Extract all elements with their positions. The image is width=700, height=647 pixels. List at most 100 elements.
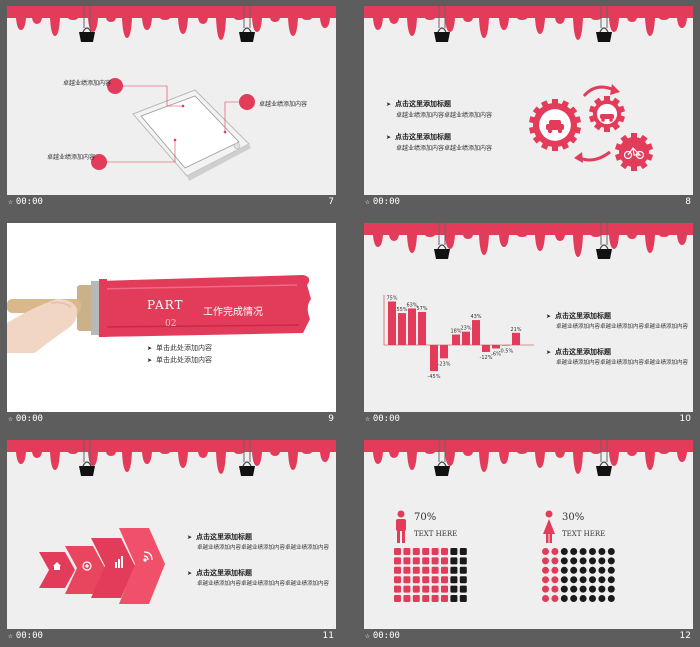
grid-dot	[579, 548, 587, 555]
bar-data-label: -12%	[480, 355, 493, 361]
brush-stroke	[7, 275, 311, 353]
grid-dot	[560, 585, 568, 593]
slide-timing: ☆ 00:00	[365, 414, 400, 424]
grid-dot	[598, 548, 606, 555]
grid-square	[459, 595, 467, 602]
grid-square	[403, 566, 411, 574]
bullet-arrow-icon: ➤	[187, 570, 193, 577]
slide-thumb-10[interactable]: 75% 55% 63% 57% -45% -23% 18% 23% 43% -12% -6% -0.5…	[357, 217, 697, 425]
grid-dot	[542, 576, 549, 584]
grid-square	[394, 548, 401, 555]
grid-dot	[607, 585, 615, 593]
grid-square	[450, 576, 458, 584]
slide-timing: ☆ 00:00	[8, 197, 43, 207]
car-icon	[546, 120, 564, 134]
grid-dot	[598, 585, 606, 593]
callout-text-2: 卓越业绩添加内容	[259, 101, 308, 108]
grid-dot	[560, 557, 568, 565]
grid-square	[422, 585, 430, 593]
grid-dot	[607, 548, 615, 555]
slide-number: 12	[679, 631, 691, 641]
grid-square	[441, 557, 448, 565]
bar-data-label: 55%	[396, 307, 407, 313]
grid-dot	[589, 548, 596, 555]
bullet-arrow-icon: ➤	[187, 534, 193, 541]
bar	[472, 320, 480, 345]
binder-clip-icon	[434, 6, 450, 42]
binder-clip-icon	[239, 440, 255, 476]
square-grid	[394, 548, 469, 608]
section-title: 工作完成情况	[203, 307, 263, 318]
bar	[452, 334, 460, 345]
slide-thumb-11[interactable]: ➤ 点击这里添加标题 卓越业绩添加内容卓越业绩添加内容卓越业绩添加内容 ➤ 点击这里…	[0, 434, 340, 642]
transition-star-icon: ☆	[8, 197, 13, 206]
slide-thumb-7[interactable]: 卓越业绩添加内容 卓越业绩添加内容 卓越业绩添加内容 ☆ 00:00 7	[0, 0, 340, 208]
item-desc-1: 卓越业绩添加内容卓越业绩添加内容卓越业绩添加内容	[197, 545, 330, 551]
binder-clip-icon	[79, 6, 95, 42]
bar	[502, 345, 510, 346]
stat-percent-2: 30%	[562, 512, 585, 523]
grid-dot	[551, 566, 559, 574]
transition-star-icon: ☆	[8, 631, 13, 640]
slide-thumb-8[interactable]: ➤ 点击这里添加标题 卓越业绩添加内容卓越业绩添加内容 ➤ 点击这里添加标题 卓越业…	[357, 0, 697, 208]
binder-clip-icon	[434, 440, 450, 476]
grid-square	[412, 566, 420, 574]
grid-square	[412, 548, 420, 555]
grid-dot	[570, 566, 578, 574]
grid-square	[422, 595, 430, 602]
grid-square	[431, 576, 439, 584]
grid-dot	[598, 576, 606, 584]
grid-square	[422, 557, 430, 565]
item-desc-2: 卓越业绩添加内容卓越业绩添加内容	[396, 145, 493, 152]
grid-square	[412, 585, 420, 593]
grid-square	[394, 585, 401, 593]
slide-thumb-9[interactable]: PART 02 工作完成情况 ➤ 单击此处添加内容 ➤ 单击此处添加内容 ☆ 00:0…	[0, 217, 340, 425]
bar	[512, 332, 520, 345]
callout-dot-2	[239, 94, 255, 110]
slide-canvas: PART 02 工作完成情况 ➤ 单击此处添加内容 ➤ 单击此处添加内容	[7, 223, 336, 412]
grid-square	[412, 576, 420, 584]
paint-drip-top	[364, 6, 693, 40]
bar-data-label: -6%	[491, 351, 501, 357]
bullet-arrow-icon: ➤	[546, 313, 552, 320]
item-desc-1: 卓越业绩添加内容卓越业绩添加内容卓越业绩添加内容	[556, 324, 689, 330]
car-icon	[600, 114, 614, 122]
grid-square	[394, 595, 401, 602]
callout-text-1: 卓越业绩添加内容	[63, 80, 112, 87]
bar	[440, 345, 448, 359]
connector-lines	[107, 85, 239, 163]
grid-square	[422, 548, 430, 555]
grid-square	[459, 548, 467, 555]
slide-timing: ☆ 00:00	[8, 414, 43, 424]
slide-thumb-12[interactable]: 70% TEXT HERE 30% TEXT HERE ☆ 00:00 12	[357, 434, 697, 642]
bars-icon	[115, 556, 123, 568]
transition-star-icon: ☆	[8, 414, 13, 423]
bar-chart: 75% 55%63%57% -45% -23% 18%23% 43% -12%-6%-0.5…	[383, 295, 534, 380]
paint-drip-top	[364, 440, 693, 474]
stat-percent-1: 70%	[414, 512, 437, 523]
item-title-1: ➤ 点击这里添加标题	[546, 312, 612, 320]
slide-number: 9	[328, 414, 334, 424]
item-title-1: ➤ 点击这里添加标题	[187, 533, 253, 541]
grid-square	[450, 585, 458, 593]
binder-clip-icon	[596, 223, 612, 259]
grid-square	[459, 576, 467, 584]
grid-dot	[542, 585, 549, 593]
slide-canvas: 卓越业绩添加内容 卓越业绩添加内容 卓越业绩添加内容	[7, 6, 336, 195]
grid-dot	[570, 548, 578, 555]
grid-square	[412, 595, 420, 602]
grid-dot	[607, 595, 615, 602]
item-desc-1: 卓越业绩添加内容卓越业绩添加内容	[396, 112, 493, 119]
grid-dot	[579, 557, 587, 565]
grid-square	[394, 557, 401, 565]
grid-dot	[542, 566, 549, 574]
binder-clip-icon	[596, 6, 612, 42]
slide-canvas: 75% 55% 63% 57% -45% -23% 18% 23% 43% -12% -6% -0.5…	[364, 223, 693, 412]
man-icon	[396, 510, 406, 543]
binder-clip-icon	[434, 223, 450, 259]
grid-square	[403, 595, 411, 602]
slide-timing: ☆ 00:00	[365, 631, 400, 641]
bullet-arrow-icon: ➤	[147, 357, 153, 364]
transition-star-icon: ☆	[365, 631, 370, 640]
grid-dot	[589, 566, 596, 574]
